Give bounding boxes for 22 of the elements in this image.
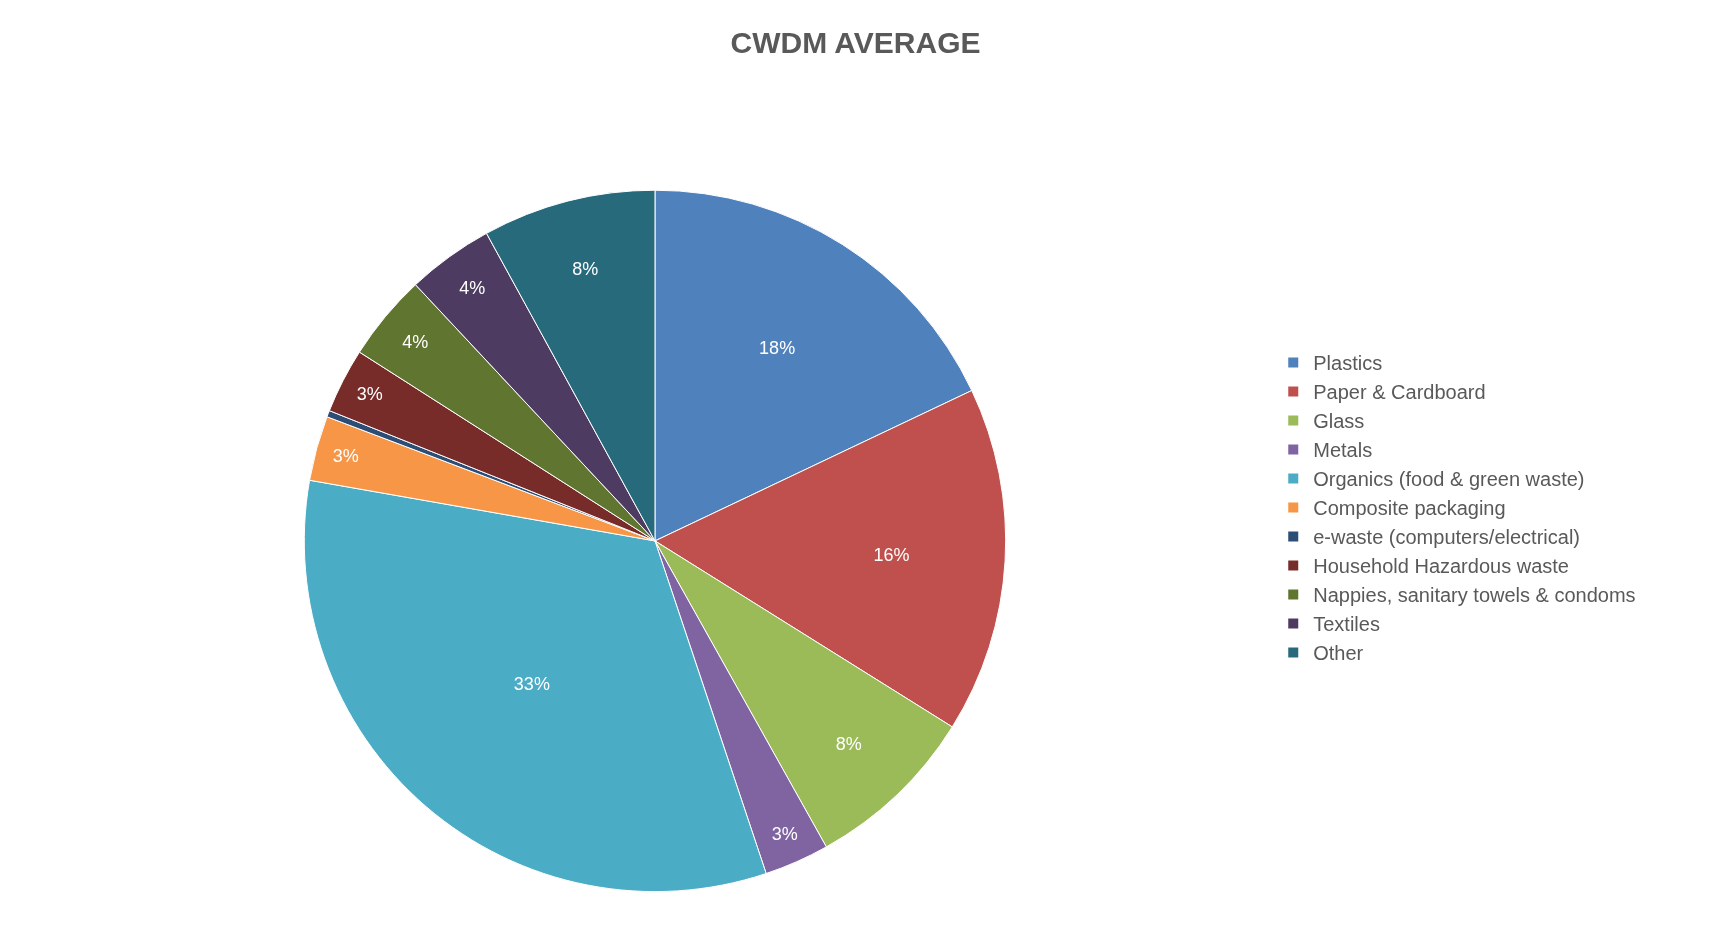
data-label: 3%	[356, 384, 383, 405]
legend-label: Textiles	[1313, 613, 1380, 636]
legend-label: Nappies, sanitary towels & condoms	[1313, 584, 1636, 607]
legend-label: e-waste (computers/electrical)	[1313, 526, 1580, 549]
legend-label: Plastics	[1313, 352, 1383, 375]
chart-title: CWDM AVERAGE	[730, 26, 981, 60]
data-label: 4%	[459, 278, 486, 299]
legend-label: Paper & Cardboard	[1313, 381, 1486, 404]
data-label: 8%	[835, 734, 862, 755]
legend-label: Household Hazardous waste	[1313, 555, 1569, 578]
legend-label: Other	[1313, 642, 1364, 665]
data-label: 3%	[771, 824, 798, 845]
data-label: 16%	[873, 544, 910, 565]
data-label: 33%	[513, 673, 550, 694]
legend-label: Metals	[1313, 439, 1373, 462]
data-label: 18%	[759, 337, 796, 358]
legend-label: Glass	[1313, 410, 1365, 433]
data-label: 8%	[572, 258, 599, 279]
data-label: 4%	[402, 331, 429, 352]
legend-label: Organics (food & green waste)	[1313, 468, 1585, 491]
legend-label: Composite packaging	[1313, 497, 1506, 520]
data-label: 3%	[332, 446, 359, 467]
